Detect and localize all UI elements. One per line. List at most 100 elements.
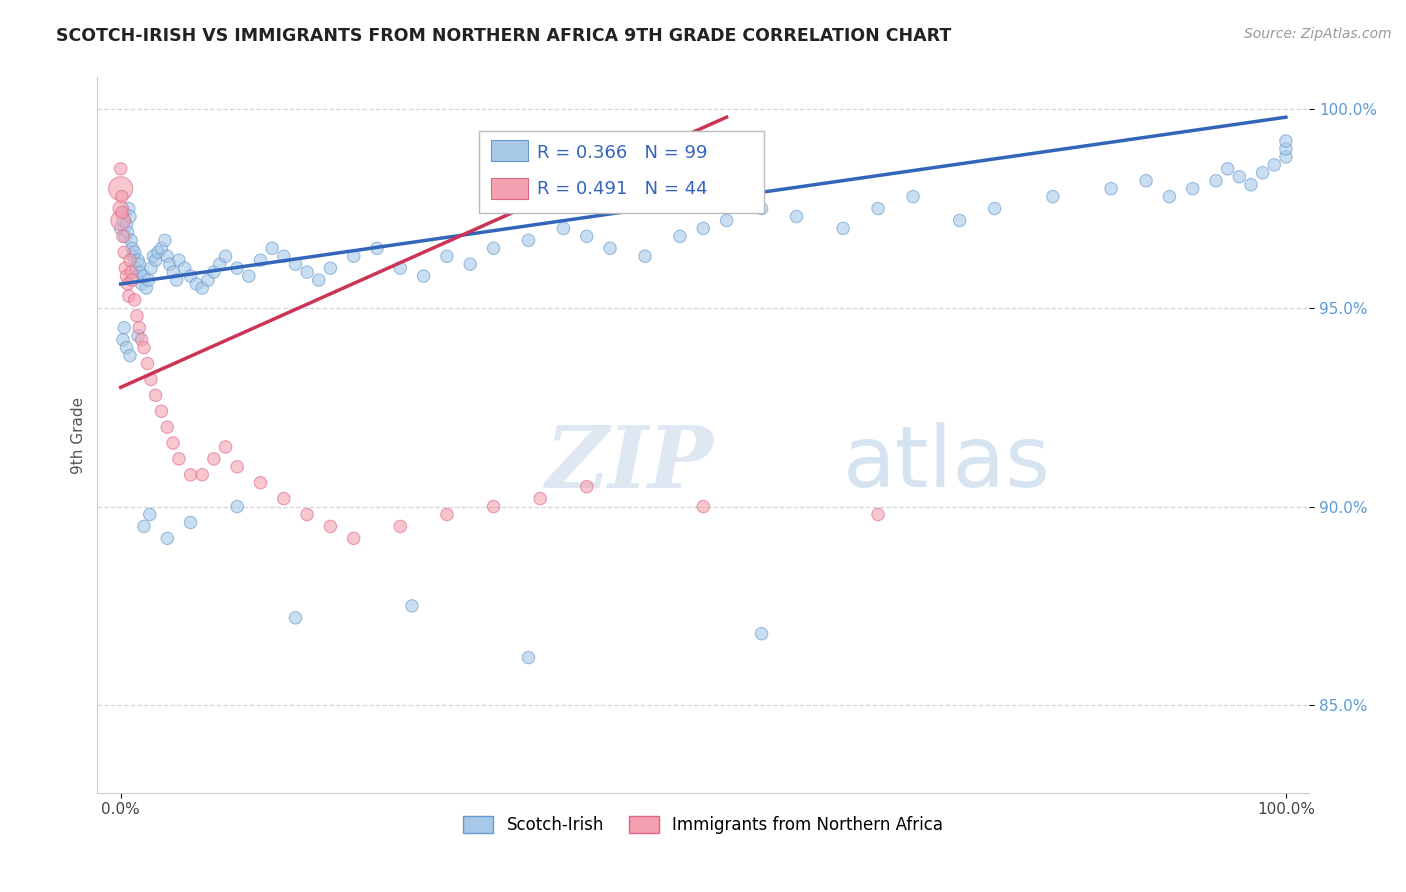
Point bbox=[517, 233, 540, 247]
Point bbox=[949, 213, 972, 227]
Point bbox=[202, 451, 225, 466]
Point bbox=[436, 249, 458, 263]
Point bbox=[138, 273, 160, 287]
Point bbox=[786, 210, 808, 224]
Text: atlas: atlas bbox=[842, 422, 1050, 505]
Point bbox=[110, 161, 132, 176]
Point bbox=[458, 257, 481, 271]
Point bbox=[273, 249, 295, 263]
Point bbox=[868, 508, 890, 522]
Point bbox=[156, 249, 179, 263]
Point bbox=[128, 257, 150, 271]
Point bbox=[142, 249, 165, 263]
Point bbox=[634, 249, 657, 263]
Point bbox=[112, 205, 135, 219]
Point bbox=[180, 269, 202, 284]
Point bbox=[117, 226, 139, 240]
Point bbox=[482, 500, 505, 514]
Point bbox=[308, 273, 330, 287]
Point bbox=[1251, 166, 1274, 180]
Point bbox=[173, 261, 195, 276]
Point bbox=[132, 341, 155, 355]
Point bbox=[249, 253, 271, 268]
Text: R = 0.366   N = 99: R = 0.366 N = 99 bbox=[537, 144, 707, 162]
Point bbox=[139, 508, 162, 522]
Point bbox=[1263, 158, 1285, 172]
Point bbox=[692, 500, 714, 514]
Point bbox=[1205, 174, 1227, 188]
Point bbox=[166, 273, 188, 287]
Point bbox=[284, 611, 307, 625]
Point bbox=[832, 221, 855, 235]
Point bbox=[131, 277, 153, 291]
Point bbox=[214, 249, 236, 263]
Point bbox=[132, 519, 155, 533]
Point bbox=[517, 650, 540, 665]
Point bbox=[120, 265, 142, 279]
Point bbox=[124, 293, 146, 307]
Point bbox=[127, 253, 149, 268]
Point bbox=[401, 599, 423, 613]
Point bbox=[389, 261, 412, 276]
Point bbox=[716, 213, 738, 227]
Point bbox=[156, 532, 179, 546]
Point bbox=[125, 261, 148, 276]
Point bbox=[111, 205, 134, 219]
Point bbox=[1159, 189, 1181, 203]
Point bbox=[110, 221, 132, 235]
Point bbox=[1275, 134, 1298, 148]
Point bbox=[208, 257, 231, 271]
Point bbox=[319, 519, 342, 533]
Point bbox=[167, 253, 190, 268]
Point bbox=[129, 265, 152, 279]
Point bbox=[124, 245, 146, 260]
Point bbox=[262, 241, 284, 255]
Point bbox=[751, 626, 773, 640]
Point bbox=[118, 253, 141, 268]
Point bbox=[167, 451, 190, 466]
Point bbox=[1227, 169, 1250, 184]
Point bbox=[1099, 182, 1122, 196]
Point bbox=[135, 281, 157, 295]
Point bbox=[153, 233, 176, 247]
Point bbox=[146, 245, 169, 260]
Point bbox=[110, 202, 132, 216]
Point bbox=[1240, 178, 1263, 192]
Point bbox=[112, 320, 135, 334]
Point bbox=[575, 480, 598, 494]
Point bbox=[139, 261, 162, 276]
Point bbox=[226, 500, 249, 514]
Point bbox=[121, 273, 143, 287]
Point bbox=[125, 309, 148, 323]
Bar bbox=[491, 140, 527, 161]
Point bbox=[226, 459, 249, 474]
Point bbox=[131, 333, 153, 347]
Point bbox=[180, 467, 202, 482]
Text: SCOTCH-IRISH VS IMMIGRANTS FROM NORTHERN AFRICA 9TH GRADE CORRELATION CHART: SCOTCH-IRISH VS IMMIGRANTS FROM NORTHERN… bbox=[56, 27, 952, 45]
Point bbox=[111, 229, 134, 244]
Point bbox=[114, 229, 136, 244]
Point bbox=[145, 388, 167, 402]
Point bbox=[111, 333, 134, 347]
Point bbox=[159, 257, 181, 271]
Point bbox=[118, 202, 141, 216]
Point bbox=[186, 277, 208, 291]
Point bbox=[273, 491, 295, 506]
Point bbox=[115, 269, 138, 284]
Point bbox=[238, 269, 260, 284]
Point bbox=[180, 516, 202, 530]
Point bbox=[1216, 161, 1239, 176]
Point bbox=[150, 404, 173, 418]
Point bbox=[118, 289, 141, 303]
Point bbox=[1275, 150, 1298, 164]
Point bbox=[1042, 189, 1064, 203]
Point bbox=[114, 261, 136, 276]
Point bbox=[295, 265, 318, 279]
Point bbox=[162, 265, 184, 279]
Point bbox=[669, 229, 692, 244]
Point bbox=[751, 202, 773, 216]
Point bbox=[284, 257, 307, 271]
Point bbox=[191, 467, 214, 482]
Point bbox=[983, 202, 1005, 216]
Point bbox=[128, 320, 150, 334]
